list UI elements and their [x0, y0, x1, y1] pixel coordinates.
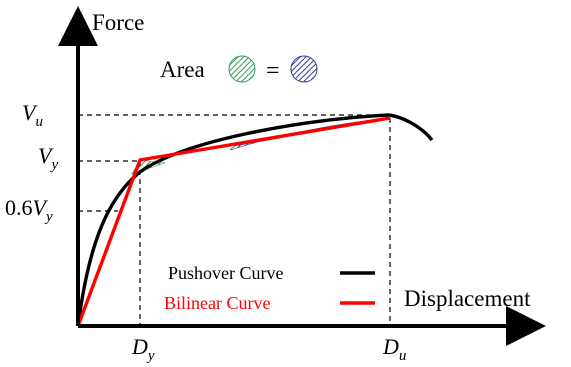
y-axis-title: Force [92, 10, 144, 35]
legend-pushover-label: Pushover Curve [168, 263, 284, 283]
legend-bilinear-label: Bilinear Curve [164, 293, 270, 313]
x-axis-title: Displacement [404, 286, 531, 311]
equals-sign: = [266, 58, 280, 84]
x-tick-dy: Dy [131, 334, 155, 364]
blue-hatch-swatch [290, 55, 318, 83]
pushover-curve [76, 113, 434, 327]
area-label: Area [160, 57, 205, 82]
x-tick-du: Du [382, 334, 406, 364]
y-tick-06vy: 0.6Vy [5, 195, 53, 225]
y-tick-vu: Vu [22, 100, 43, 130]
area-note: Area = [160, 55, 318, 84]
y-tick-vy: Vy [38, 143, 58, 173]
legend: Pushover Curve Bilinear Curve [164, 263, 375, 313]
guide-lines [78, 114, 391, 326]
green-hatch-swatch [228, 55, 256, 83]
bilinear-curve [76, 116, 391, 327]
